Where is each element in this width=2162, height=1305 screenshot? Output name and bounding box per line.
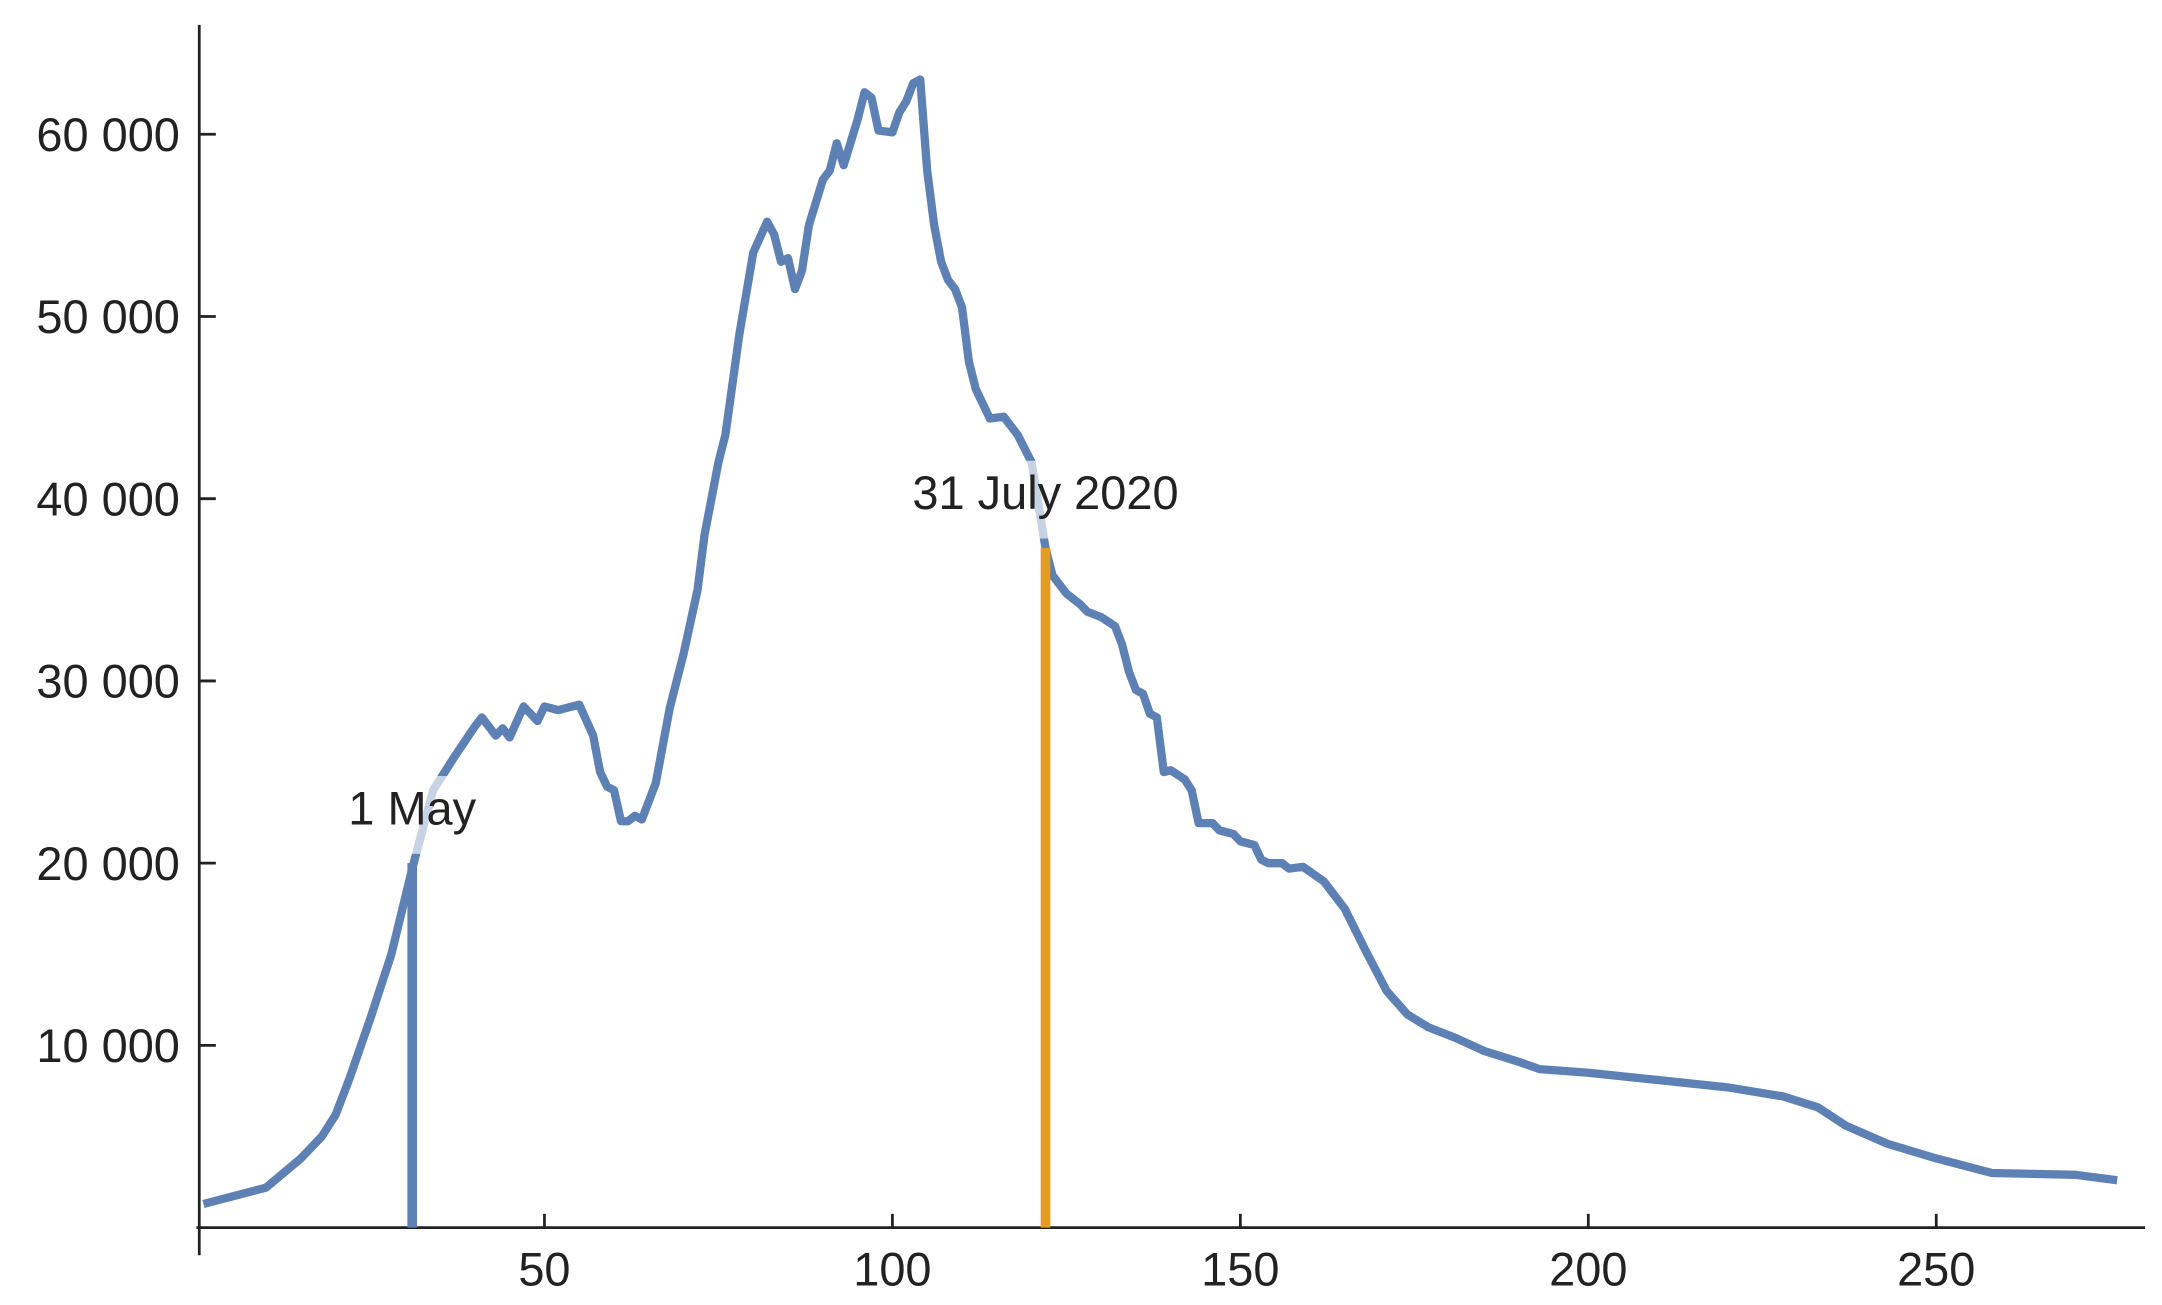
x-tick-label: 250 (1897, 1243, 1975, 1296)
y-tick-label: 30 000 (36, 655, 180, 708)
y-tick-label: 50 000 (36, 290, 180, 343)
annotation-label: 31 July 2020 (912, 466, 1178, 519)
x-tick-label: 100 (853, 1243, 931, 1296)
y-tick-label: 10 000 (36, 1019, 180, 1072)
y-tick-label: 60 000 (36, 108, 180, 161)
annotation-background (906, 460, 1185, 539)
x-tick-label: 50 (518, 1243, 570, 1296)
data-line (202, 75, 2118, 1208)
y-tick-label: 40 000 (36, 472, 180, 525)
x-tick-label: 200 (1549, 1243, 1627, 1296)
y-tick-label: 20 000 (36, 837, 180, 890)
x-tick-label: 150 (1201, 1243, 1279, 1296)
annotation-background (342, 775, 483, 854)
annotation-label: 1 May (348, 782, 476, 835)
